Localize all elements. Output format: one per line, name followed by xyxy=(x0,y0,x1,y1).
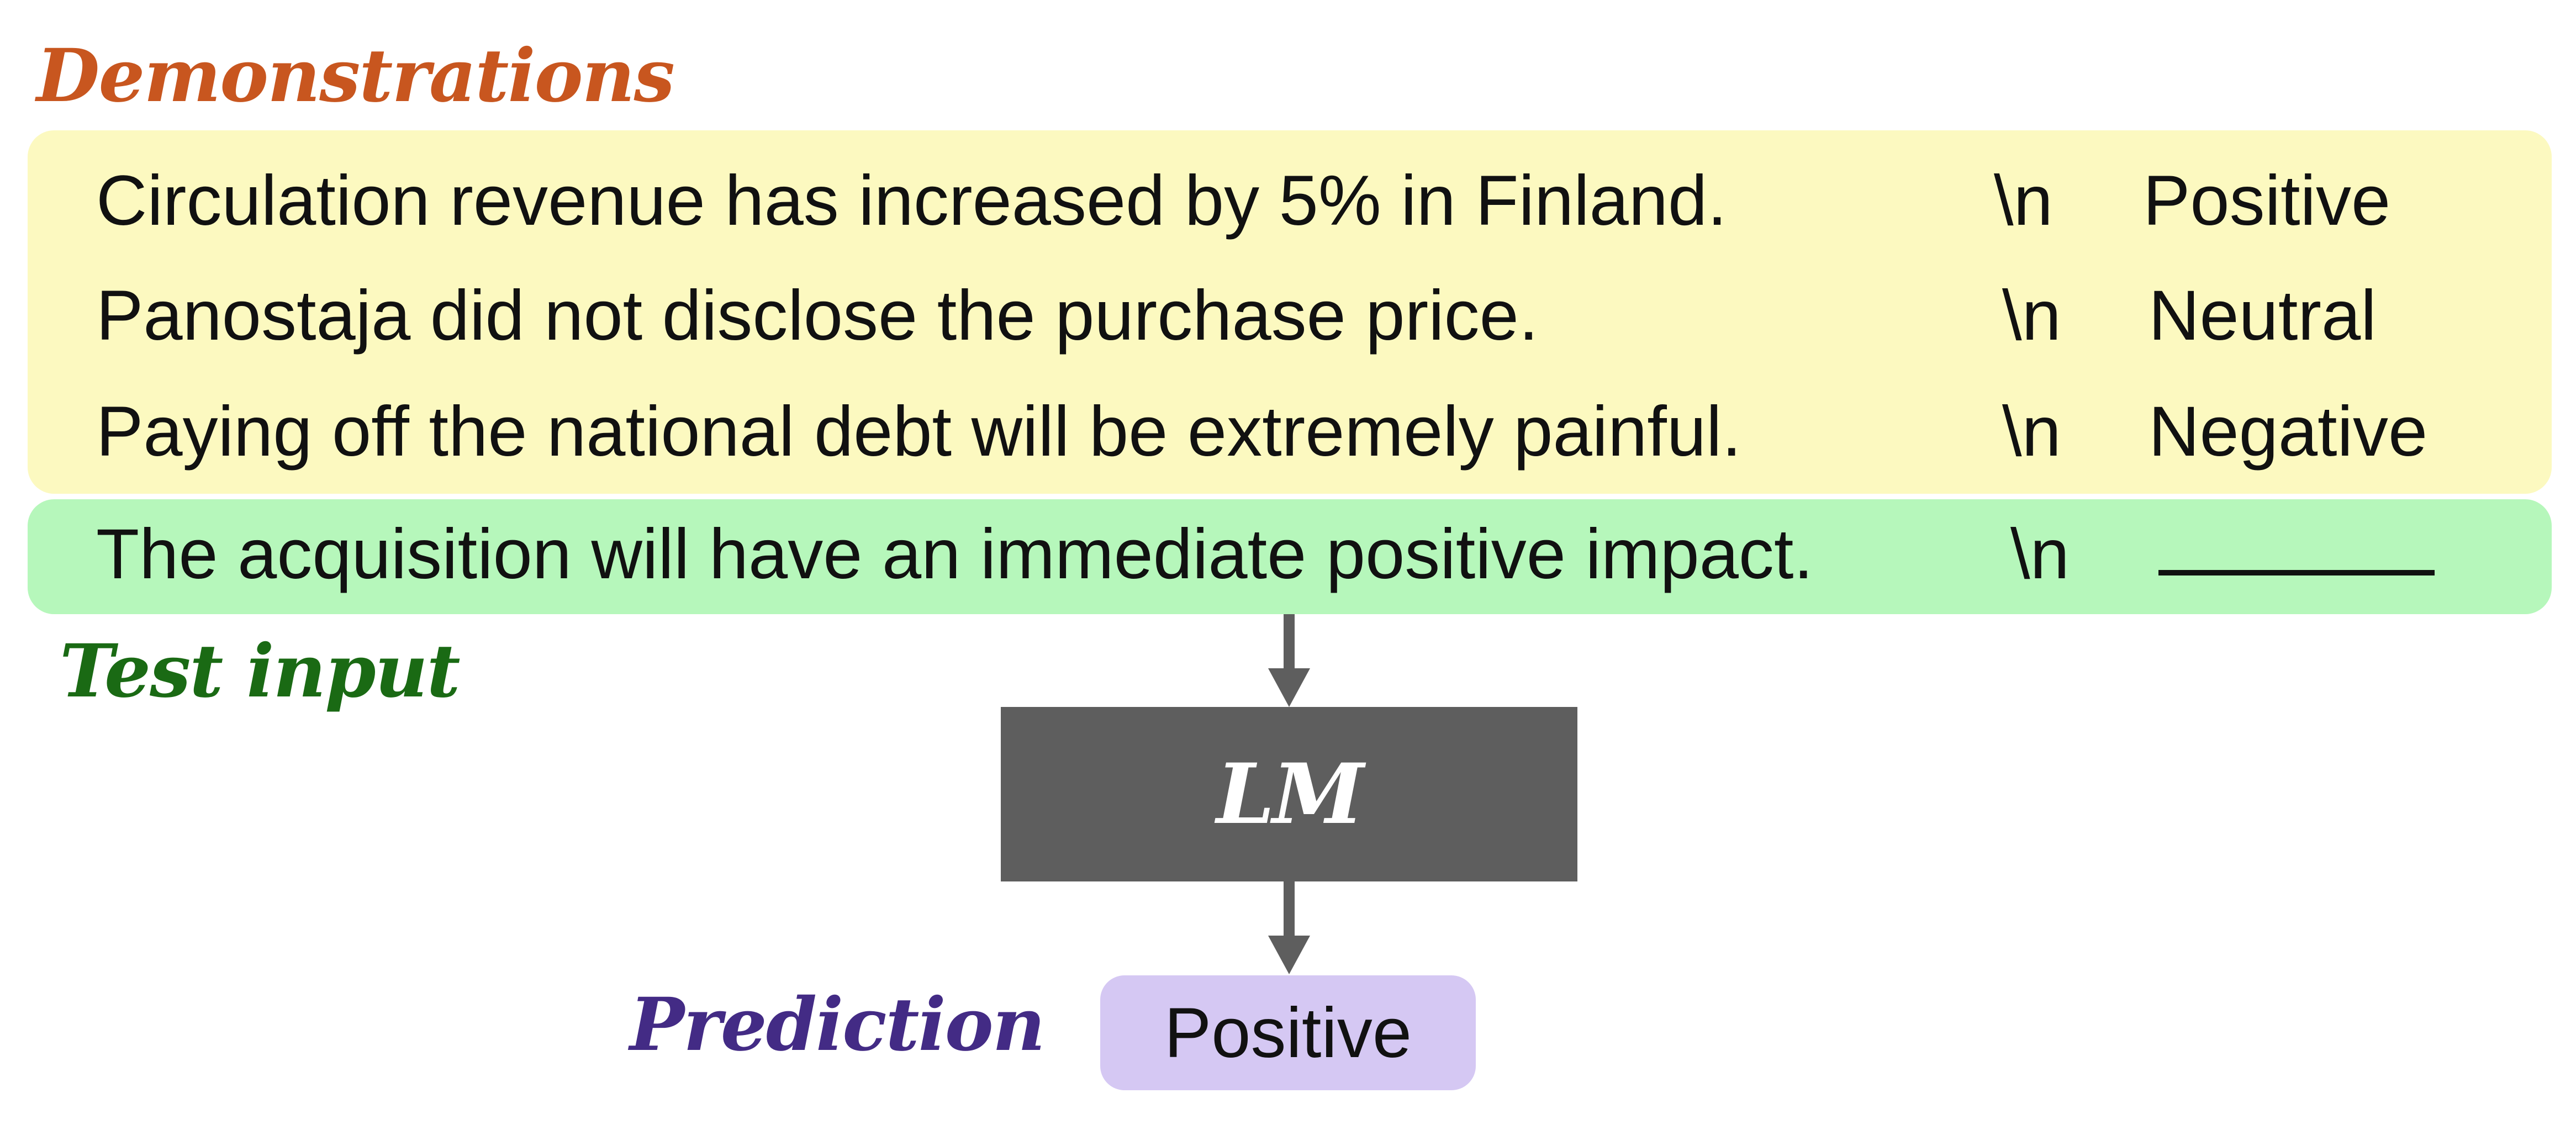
example-label: Neutral xyxy=(2149,276,2377,355)
test-example: The acquisition will have an immediate p… xyxy=(28,499,2552,610)
example-label: Positive xyxy=(2143,161,2391,240)
demonstration-example: Panostaja did not disclose the purchase … xyxy=(28,261,2552,371)
test-input-heading: Test input xyxy=(60,629,461,714)
demonstrations-heading: Demonstrations xyxy=(36,33,675,119)
example-text: Paying off the national debt will be ext… xyxy=(96,392,1741,471)
example-label: Negative xyxy=(2149,392,2428,471)
newline-separator: \n xyxy=(2010,515,2070,594)
demonstrations-panel: Circulation revenue has increased by 5% … xyxy=(28,130,2552,494)
example-text: Panostaja did not disclose the purchase … xyxy=(96,276,1539,355)
demonstration-example: Paying off the national debt will be ext… xyxy=(28,377,2552,487)
test-input-panel: The acquisition will have an immediate p… xyxy=(28,499,2552,614)
newline-separator: \n xyxy=(2002,392,2061,471)
prediction-heading: Prediction xyxy=(630,982,1046,1068)
example-text: Circulation revenue has increased by 5% … xyxy=(96,161,1727,240)
newline-separator: \n xyxy=(2002,276,2061,355)
answer-blank xyxy=(2158,570,2435,575)
prediction-value: Positive xyxy=(1164,993,1412,1073)
language-model-box: LM xyxy=(1001,707,1577,881)
prediction-box: Positive xyxy=(1100,975,1476,1090)
language-model-label: LM xyxy=(1216,746,1364,843)
arrow-down-icon xyxy=(1268,881,1310,974)
newline-separator: \n xyxy=(1994,161,2053,240)
demonstration-example: Circulation revenue has increased by 5% … xyxy=(28,146,2552,256)
arrow-down-icon xyxy=(1268,614,1310,707)
test-input-text: The acquisition will have an immediate p… xyxy=(96,515,1813,594)
